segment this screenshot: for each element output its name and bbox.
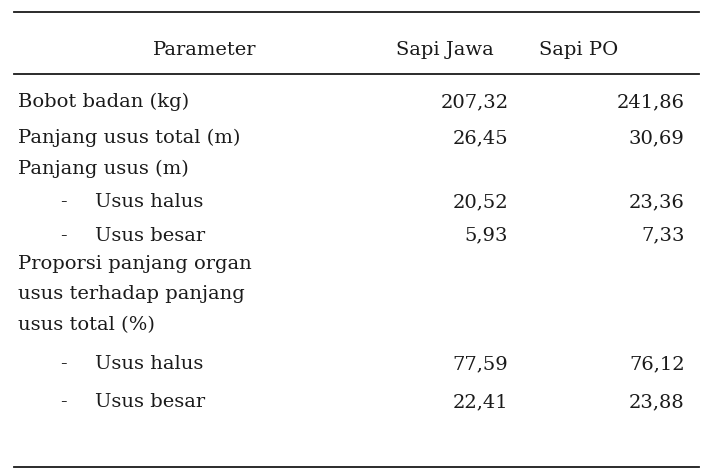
- Text: 76,12: 76,12: [629, 355, 685, 373]
- Text: Sapi Jawa: Sapi Jawa: [396, 41, 493, 59]
- Text: -: -: [60, 227, 67, 245]
- Text: 207,32: 207,32: [441, 93, 508, 111]
- Text: -: -: [60, 193, 67, 211]
- Text: 7,33: 7,33: [641, 227, 685, 245]
- Text: usus terhadap panjang: usus terhadap panjang: [18, 285, 244, 303]
- Text: 5,93: 5,93: [465, 227, 508, 245]
- Text: Parameter: Parameter: [153, 41, 256, 59]
- Text: Usus besar: Usus besar: [95, 393, 205, 411]
- Text: Panjang usus (m): Panjang usus (m): [18, 160, 189, 178]
- Text: Usus halus: Usus halus: [95, 355, 204, 373]
- Text: 23,88: 23,88: [629, 393, 685, 411]
- Text: 22,41: 22,41: [453, 393, 508, 411]
- Text: 241,86: 241,86: [617, 93, 685, 111]
- Text: Usus besar: Usus besar: [95, 227, 205, 245]
- Text: usus total (%): usus total (%): [18, 316, 155, 334]
- Text: -: -: [60, 393, 67, 411]
- Text: -: -: [60, 355, 67, 373]
- Text: Panjang usus total (m): Panjang usus total (m): [18, 129, 240, 147]
- Text: 77,59: 77,59: [453, 355, 508, 373]
- Text: 30,69: 30,69: [629, 129, 685, 147]
- Text: 23,36: 23,36: [629, 193, 685, 211]
- Text: Sapi PO: Sapi PO: [539, 41, 618, 59]
- Text: Usus halus: Usus halus: [95, 193, 204, 211]
- Text: 26,45: 26,45: [453, 129, 508, 147]
- Text: 20,52: 20,52: [453, 193, 508, 211]
- Text: Bobot badan (kg): Bobot badan (kg): [18, 93, 189, 111]
- Text: Proporsi panjang organ: Proporsi panjang organ: [18, 255, 251, 273]
